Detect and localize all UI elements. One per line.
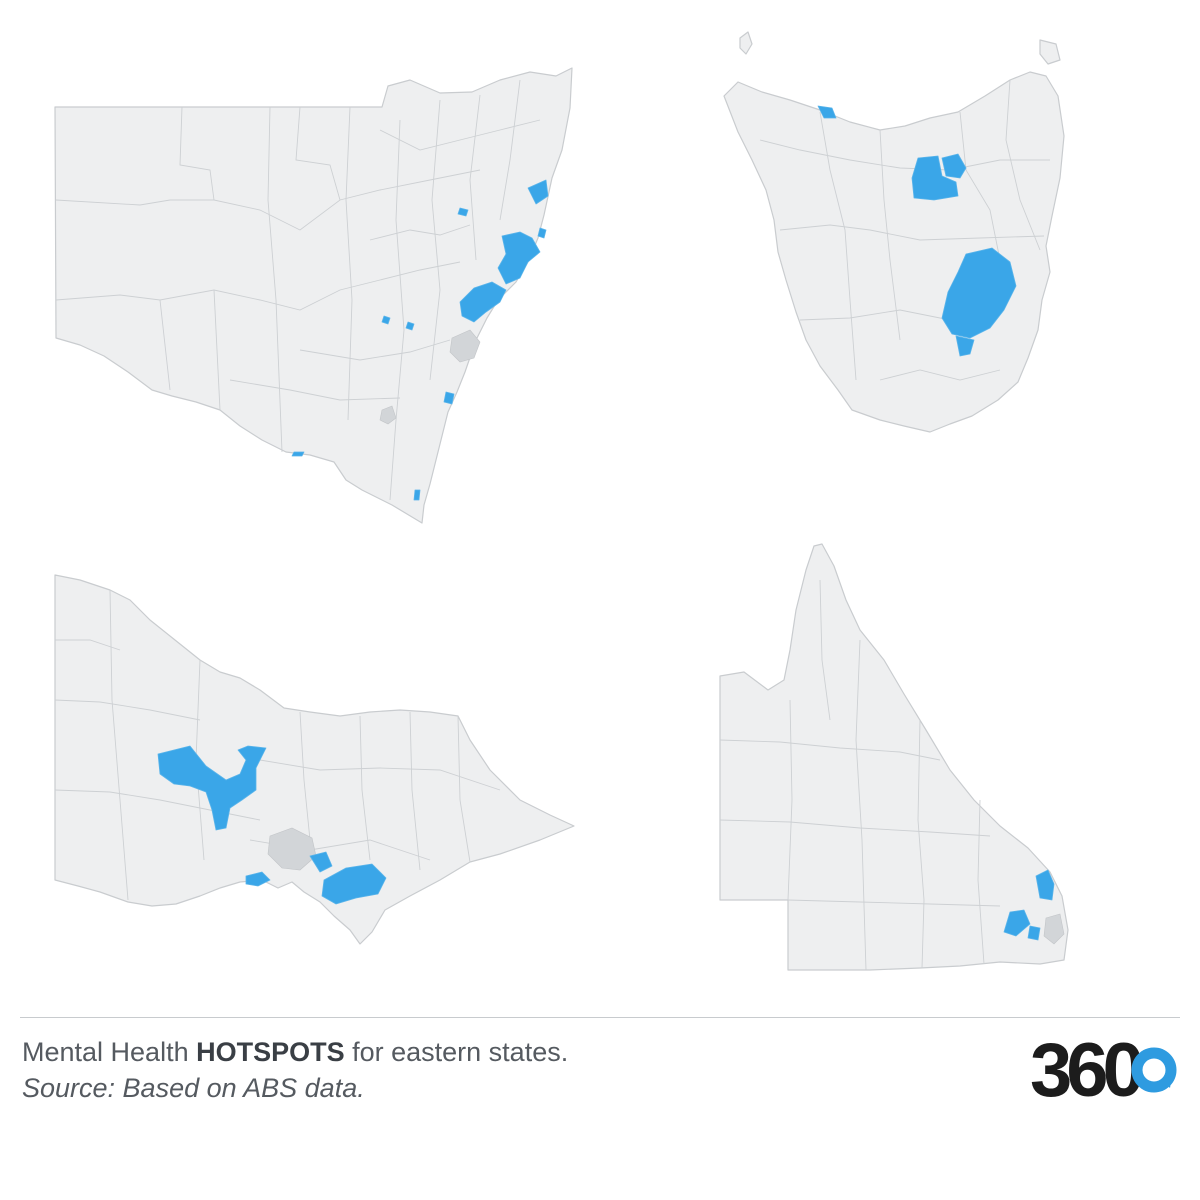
caption-title-emphasis: HOTSPOTS [196,1037,345,1067]
logo-ring [1131,1047,1177,1093]
map-tasmania [723,31,1065,433]
brisbane-metro [1043,913,1065,945]
map-queensland [719,543,1069,971]
king-island [739,31,753,55]
tasmania-hotspots [817,105,1017,357]
eastern-states-maps [54,31,1069,971]
caption-source: Source: Based on ABS data. [22,1073,365,1103]
queensland-lga-boundaries [719,579,1001,971]
map-victoria [54,574,575,945]
360-logo-icon: 360 [1030,1030,1177,1102]
victoria-outline [54,574,575,945]
queensland-outline [719,543,1069,971]
caption-divider [20,1017,1180,1018]
map-nsw [54,67,573,524]
flinders-island [1039,39,1061,65]
nsw-hotspots [291,179,549,501]
caption-title-prefix: Mental Health [22,1037,197,1067]
victoria-lga-boundaries [54,589,501,901]
melbourne-metro [267,827,317,871]
nsw-outline [54,67,573,524]
canberra-area [379,405,397,425]
logo-arrow [1162,1076,1172,1088]
queensland-hotspots [1003,869,1055,941]
caption-title: Mental Health HOTSPOTS for eastern state… [22,1034,568,1070]
tasmania-outline [723,71,1065,433]
tasmania-lga-boundaries [759,79,1050,381]
caption-title-suffix: for eastern states. [344,1037,569,1067]
victoria-hotspots [157,745,387,905]
nsw-lga-boundaries [55,79,541,501]
sydney-metro [449,329,481,363]
caption: Mental Health HOTSPOTS for eastern state… [22,1034,568,1106]
logo-text: 360 [1030,1030,1143,1102]
